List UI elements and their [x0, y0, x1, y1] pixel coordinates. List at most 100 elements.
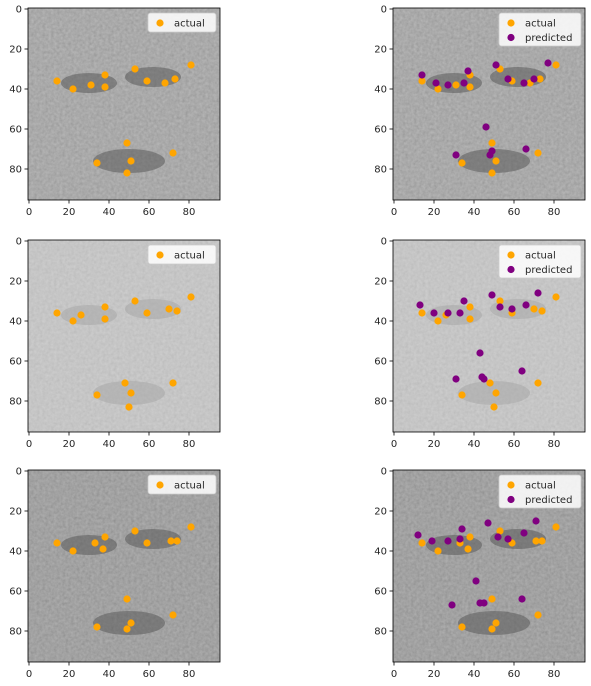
- predicted-point: [444, 537, 452, 545]
- predicted-point: [432, 79, 440, 87]
- predicted-point: [518, 595, 526, 603]
- y-tick-label: 40: [9, 317, 22, 328]
- x-tick-label: 60: [508, 439, 521, 450]
- actual-point: [123, 625, 131, 633]
- actual-point: [93, 159, 101, 167]
- actual-point: [53, 77, 61, 85]
- legend: actual predicted: [498, 12, 582, 47]
- predicted-point: [530, 75, 538, 83]
- actual-point: [538, 537, 546, 545]
- legend-label-predicted: predicted: [525, 265, 572, 276]
- legend-marker-actual: [156, 481, 164, 489]
- y-tick-label: 0: [381, 5, 387, 16]
- axes-frame: [392, 469, 586, 663]
- actual-point: [490, 403, 498, 411]
- legend-label-actual: actual: [174, 481, 205, 492]
- actual-point: [131, 65, 139, 73]
- actual-point: [536, 75, 544, 83]
- axes-frame: [392, 7, 586, 201]
- x-tick-label: 20: [428, 207, 441, 218]
- predicted-point: [458, 525, 466, 533]
- legend: actual: [147, 244, 217, 265]
- legend-box: [498, 244, 582, 279]
- actual-point: [534, 611, 542, 619]
- actual-point: [466, 533, 474, 541]
- predicted-point: [472, 577, 480, 585]
- actual-point: [123, 169, 131, 177]
- predicted-point: [464, 67, 472, 75]
- legend-marker-actual: [507, 251, 515, 259]
- actual-point: [187, 523, 195, 531]
- predicted-point: [520, 79, 528, 87]
- predicted-point: [416, 301, 424, 309]
- legend: actual: [147, 474, 217, 495]
- predicted-point: [428, 537, 436, 545]
- y-tick-label: 80: [374, 397, 387, 408]
- x-tick-label: 60: [143, 439, 156, 450]
- actual-point: [532, 537, 540, 545]
- actual-point: [418, 77, 426, 85]
- actual-point: [165, 305, 173, 313]
- actual-point: [101, 533, 109, 541]
- predicted-point: [444, 309, 452, 317]
- x-tick-label: 40: [468, 207, 481, 218]
- y-tick-label: 20: [374, 277, 387, 288]
- actual-point: [488, 595, 496, 603]
- actual-point: [552, 61, 560, 69]
- predicted-point: [532, 517, 540, 525]
- subplot-3: 0 20 40 60 80 0 20 40 60 80 actual: [9, 237, 221, 450]
- actual-point: [552, 523, 560, 531]
- actual-point: [53, 539, 61, 547]
- predicted-point: [504, 535, 512, 543]
- predicted-point: [508, 305, 516, 313]
- predicted-point: [494, 533, 502, 541]
- actual-point: [530, 305, 538, 313]
- predicted-point: [534, 289, 542, 297]
- actual-point: [101, 315, 109, 323]
- predicted-point: [418, 71, 426, 79]
- actual-point: [458, 623, 466, 631]
- y-tick-label: 20: [374, 45, 387, 56]
- actual-point: [121, 379, 129, 387]
- actual-point: [127, 389, 135, 397]
- actual-point: [161, 79, 169, 87]
- axes-frame: [27, 239, 221, 433]
- actual-point: [434, 317, 442, 325]
- actual-point: [466, 315, 474, 323]
- legend-label-predicted: predicted: [525, 495, 572, 506]
- x-tick-label: 20: [428, 439, 441, 450]
- x-tick-label: 40: [103, 207, 116, 218]
- legend-box: [498, 12, 582, 47]
- actual-point: [492, 619, 500, 627]
- x-tick-label: 80: [183, 207, 196, 218]
- x-tick-label: 20: [428, 669, 441, 680]
- x-tick-label: 0: [26, 669, 32, 680]
- y-tick-label: 20: [9, 45, 22, 56]
- legend-box: [147, 12, 217, 33]
- x-tick-label: 20: [63, 669, 76, 680]
- actual-point: [69, 317, 77, 325]
- actual-point: [496, 527, 504, 535]
- actual-point: [91, 539, 99, 547]
- predicted-point: [452, 151, 460, 159]
- legend-marker-predicted: [507, 33, 515, 42]
- predicted-point: [518, 367, 526, 375]
- predicted-point: [488, 147, 496, 155]
- predicted-point: [456, 309, 464, 317]
- x-tick-label: 20: [63, 439, 76, 450]
- y-tick-label: 40: [374, 85, 387, 96]
- predicted-point: [484, 519, 492, 527]
- face-feature: [426, 535, 482, 555]
- y-tick-label: 40: [374, 547, 387, 558]
- face-feature: [125, 299, 181, 319]
- y-tick-label: 0: [16, 5, 22, 16]
- x-tick-label: 0: [391, 669, 397, 680]
- y-tick-label: 60: [9, 125, 22, 136]
- x-tick-label: 60: [508, 669, 521, 680]
- y-tick-label: 80: [9, 627, 22, 638]
- legend-box: [147, 244, 217, 265]
- actual-point: [101, 71, 109, 79]
- actual-point: [452, 81, 460, 89]
- actual-point: [53, 309, 61, 317]
- actual-point: [169, 379, 177, 387]
